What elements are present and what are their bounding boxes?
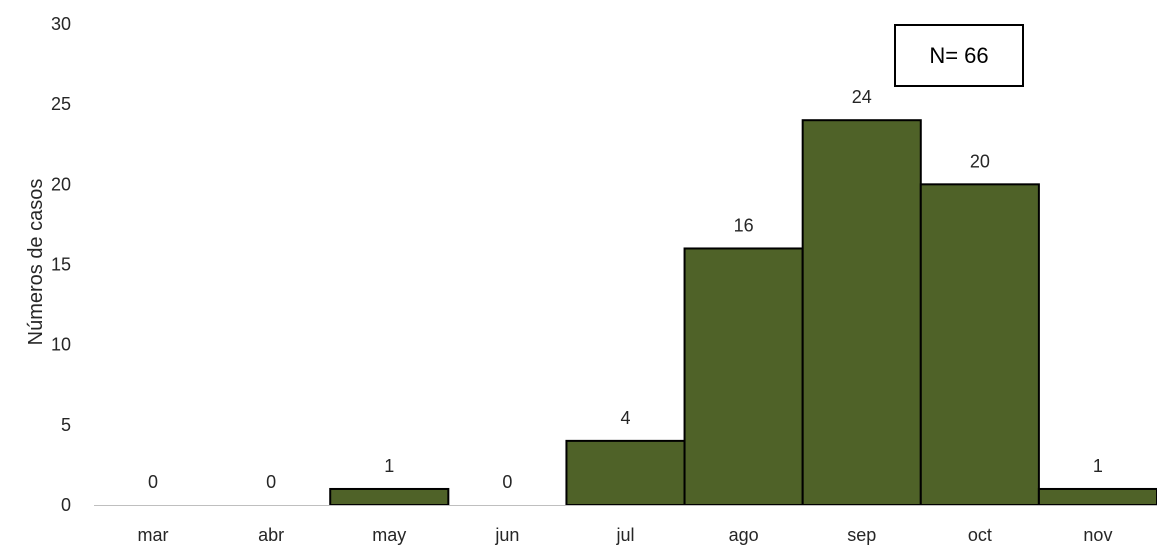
n-annotation: N= 66 (894, 24, 1024, 87)
bar-nov (1037, 487, 1157, 507)
data-label-mar: 0 (148, 472, 158, 492)
x-tick-label-jul: jul (615, 525, 634, 545)
y-tick-label: 0 (61, 495, 71, 515)
x-tick-label-sep: sep (847, 525, 876, 545)
y-axis-title: Números de casos (25, 179, 47, 346)
data-label-jun: 0 (502, 472, 512, 492)
x-tick-label-may: may (372, 525, 406, 545)
x-tick-label-oct: oct (968, 525, 992, 545)
data-label-ago: 16 (734, 215, 754, 235)
bar-sep (801, 119, 922, 506)
data-label-jul: 4 (620, 408, 630, 428)
data-label-abr: 0 (266, 472, 276, 492)
data-label-may: 1 (384, 456, 394, 476)
x-tick-label-ago: ago (729, 525, 759, 545)
y-tick-label: 10 (51, 335, 71, 355)
y-tick-label: 25 (51, 94, 71, 114)
bar-oct (919, 183, 1040, 506)
y-tick-label: 30 (51, 14, 71, 34)
x-tick-labels: mar abr may jun jul ago sep oct nov (138, 525, 1113, 545)
y-tick-label: 20 (51, 174, 71, 194)
x-tick-label-jun: jun (494, 525, 519, 545)
bar-jul (565, 439, 686, 506)
data-label-oct: 20 (970, 151, 990, 171)
data-labels: 0 0 1 0 4 16 24 20 1 (148, 87, 1103, 492)
data-label-nov: 1 (1093, 456, 1103, 476)
data-label-sep: 24 (852, 87, 872, 107)
x-tick-label-mar: mar (138, 525, 169, 545)
annotation-box (894, 24, 1024, 87)
x-tick-label-nov: nov (1083, 525, 1112, 545)
bars (329, 119, 1157, 507)
y-tick-label: 5 (61, 415, 71, 435)
y-tick-labels: 0 5 10 15 20 25 30 (51, 14, 71, 515)
bar-ago (683, 247, 804, 506)
y-axis-title-group: Números de casos (25, 179, 47, 346)
y-tick-label: 15 (51, 255, 71, 275)
bar-may (329, 487, 450, 507)
annotation-text: N= 66 (929, 43, 988, 68)
x-tick-label-abr: abr (258, 525, 284, 545)
